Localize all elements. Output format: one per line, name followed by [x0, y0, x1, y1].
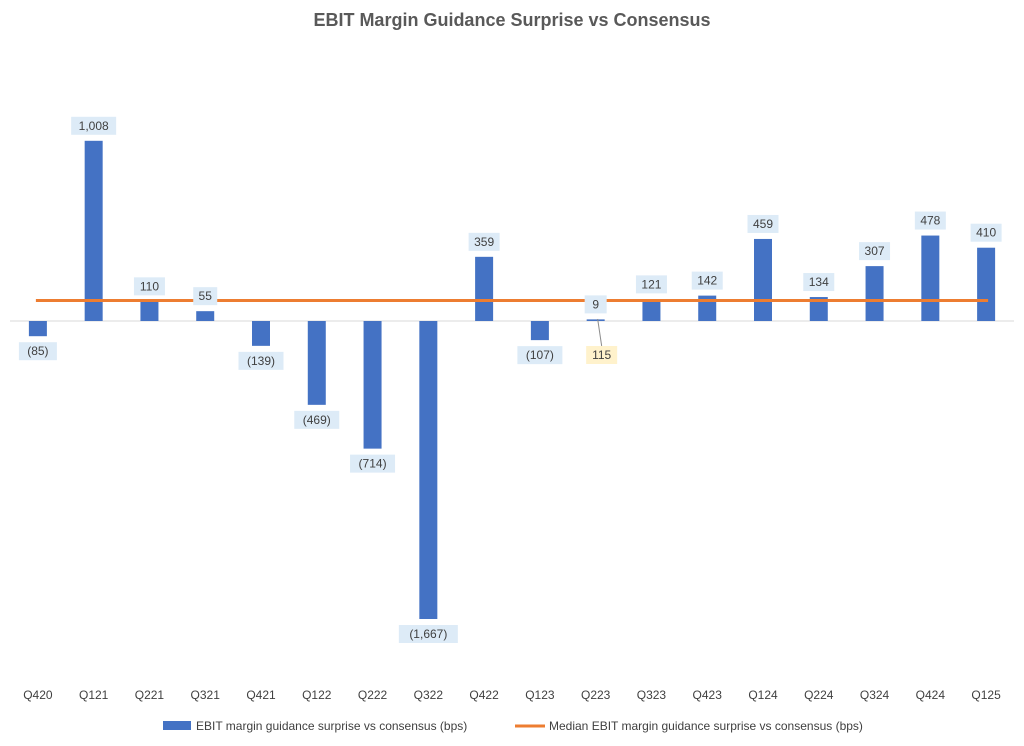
bar-q324 [865, 266, 884, 321]
data-label-q424: 478 [920, 214, 940, 228]
data-label-q223: 9 [592, 297, 599, 311]
bar-q420 [28, 321, 47, 337]
bar-q124 [754, 238, 772, 321]
legend-bar-swatch [163, 721, 191, 730]
data-label-q222: (714) [359, 457, 387, 471]
data-label-q121: 1,008 [79, 119, 109, 133]
data-label-q224-bg [803, 273, 835, 292]
bar-q421 [252, 321, 270, 346]
category-label-q323: Q323 [637, 688, 667, 702]
data-label-q122: (469) [303, 413, 331, 427]
data-label-q322: (1,667) [409, 627, 447, 641]
median-data-label: 115 [592, 348, 611, 362]
bar-q222 [363, 321, 382, 449]
data-label-q323-bg [635, 275, 667, 294]
category-label-q421: Q421 [246, 688, 276, 702]
category-label-q121: Q121 [79, 688, 109, 702]
bar-q121 [84, 140, 103, 321]
bar-q122 [307, 321, 326, 405]
data-label-q223-bg [584, 295, 607, 314]
data-label-q420: (85) [27, 344, 48, 358]
data-label-q420-bg [18, 342, 57, 361]
data-label-q423: 142 [697, 274, 717, 288]
data-label-q322-bg [398, 625, 458, 643]
data-label-q423-bg [691, 271, 723, 290]
category-label-q221: Q221 [135, 688, 165, 702]
bar-q323 [642, 299, 661, 321]
bar-q123 [530, 321, 549, 341]
category-label-q224: Q224 [804, 688, 834, 702]
data-label-q125-bg [970, 223, 1002, 242]
category-label-q124: Q124 [748, 688, 778, 702]
bar-q125 [977, 247, 996, 321]
data-label-q421: (139) [247, 354, 275, 368]
data-label-q323: 121 [641, 277, 661, 291]
category-label-q223: Q223 [581, 688, 611, 702]
data-label-q221: 110 [140, 279, 159, 293]
data-label-q222-bg [350, 454, 396, 473]
data-label-q123-bg [517, 346, 563, 365]
data-label-q324: 307 [865, 244, 885, 258]
data-label-q224: 134 [809, 275, 829, 289]
category-label-q422: Q422 [469, 688, 499, 702]
category-label-q122: Q122 [302, 688, 332, 702]
chart-title: EBIT Margin Guidance Surprise vs Consens… [313, 10, 711, 30]
data-label-q123: (107) [526, 348, 554, 362]
category-label-q125: Q125 [971, 688, 1001, 702]
data-label-q321: 55 [199, 289, 213, 303]
bar-q221 [140, 301, 159, 321]
data-label-q125: 410 [976, 226, 996, 240]
median-data-label-bg [586, 346, 618, 364]
data-label-q421-bg [238, 351, 284, 370]
data-label-q124-bg [747, 214, 779, 233]
data-label-q321-bg [193, 287, 218, 306]
bar-q322 [419, 321, 438, 619]
category-label-q423: Q423 [693, 688, 723, 702]
data-label-q124: 459 [753, 217, 773, 231]
data-label-q122-bg [294, 410, 340, 429]
legend-line-label: Median EBIT margin guidance surprise vs … [549, 719, 863, 733]
bar-q422 [475, 256, 494, 321]
data-label-q121-bg [71, 116, 117, 135]
data-label-q422: 359 [474, 235, 494, 249]
bar-q321 [196, 311, 215, 321]
data-label-q324-bg [859, 242, 891, 261]
bar-q424 [921, 235, 940, 321]
bar-q423 [698, 295, 717, 321]
category-label-q424: Q424 [916, 688, 946, 702]
category-label-q222: Q222 [358, 688, 388, 702]
bar-q224 [809, 297, 828, 321]
data-label-q424-bg [914, 211, 946, 230]
category-label-q324: Q324 [860, 688, 890, 702]
legend-bar-label: EBIT margin guidance surprise vs consens… [196, 719, 467, 733]
median-label-leader [597, 318, 603, 347]
data-label-q422-bg [468, 232, 500, 251]
category-label-q123: Q123 [525, 688, 555, 702]
category-label-q322: Q322 [414, 688, 444, 702]
bar-q223 [586, 319, 605, 321]
category-label-q420: Q420 [23, 688, 53, 702]
data-label-q221-bg [133, 277, 165, 296]
category-label-q321: Q321 [191, 688, 221, 702]
